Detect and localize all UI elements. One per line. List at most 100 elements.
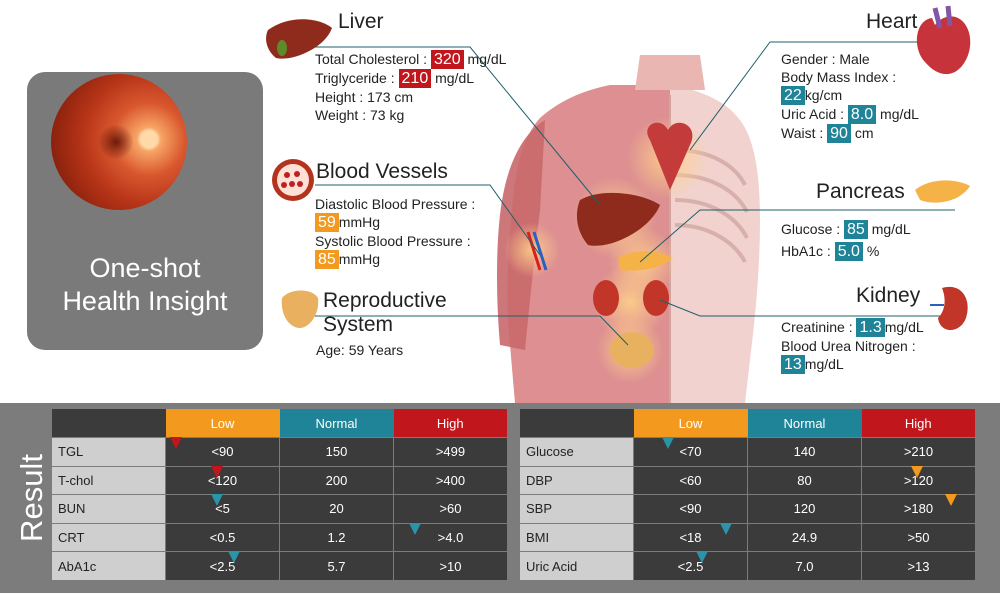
range-marker [170, 437, 183, 449]
range-marker [911, 465, 924, 478]
heart-info: Gender : Male Body Mass Index : 22 kg/cm … [781, 50, 919, 143]
creatinine-unit: mg/dL [884, 319, 924, 335]
normal-value: 7.0 [747, 551, 862, 581]
gender-text: Gender : Male [781, 51, 870, 67]
pancreas-info: Glucose : 85 mg/dL HbA1c : 5.0 % [781, 218, 911, 262]
low-range: <18 [633, 522, 748, 553]
normal-value: 20 [279, 494, 394, 524]
range-marker [661, 437, 674, 449]
result-label-text: Result [14, 454, 49, 542]
kidney-info: Creatinine : 1.3 mg/dL Blood Urea Nitroge… [781, 318, 924, 374]
high-range: >60 [393, 494, 507, 524]
normal-value: 150 [279, 437, 394, 467]
result-table-right: Low Normal High Glucose <70 140 >210 DBP <60 8… [520, 409, 975, 581]
weight-text: Weight : 73 kg [315, 107, 405, 123]
table-row: Uric Acid <2.5 7.0 >13 [520, 551, 975, 581]
normal-value: 80 [747, 466, 862, 496]
bun-label: Blood Urea Nitrogen : [781, 338, 916, 354]
cholesterol-label: Total Cholesterol : [315, 51, 428, 67]
header-blank [52, 409, 166, 438]
uric-label: Uric Acid : [781, 106, 845, 122]
normal-value: 140 [747, 437, 862, 467]
metric-name: AbA1c [52, 551, 166, 581]
low-range: <70 [633, 437, 748, 467]
reproductive-title: Reproductive System [323, 289, 447, 337]
reproductive-title-line2: System [323, 313, 394, 336]
metric-name: BMI [520, 523, 634, 553]
bmi-label: Body Mass Index : [781, 69, 897, 85]
bun-unit: mg/dL [804, 356, 844, 372]
normal-value: 5.7 [279, 551, 394, 581]
high-range: >210 [861, 437, 975, 467]
metric-name: CRT [52, 523, 166, 553]
low-range: <2.5 [165, 551, 280, 581]
bun-value: 13 [781, 355, 805, 374]
table-row: TGL <90 150 >499 [52, 437, 507, 467]
high-range: >120 [861, 465, 975, 496]
metric-name: Glucose [520, 437, 634, 467]
cholesterol-unit: mg/dL [467, 51, 507, 67]
metric-name: Uric Acid [520, 551, 634, 581]
low-range: <120 [165, 465, 280, 496]
high-range: >400 [393, 466, 507, 496]
high-range: >13 [861, 551, 975, 581]
bmi-value: 22 [781, 86, 805, 105]
blood-vessels-info: Diastolic Blood Pressure : 59 mmHg Systol… [315, 195, 475, 269]
table-row: AbA1c <2.5 5.7 >10 [52, 551, 507, 581]
insight-title-line2: Health Insight [62, 286, 228, 316]
table-row: SBP <90 120 >180 [520, 494, 975, 524]
hba1c-value: 5.0 [834, 242, 863, 261]
metric-name: TGL [52, 437, 166, 467]
low-range: <0.5 [165, 523, 280, 553]
high-range: >10 [393, 551, 507, 581]
triglyceride-value: 210 [398, 69, 432, 88]
cholesterol-value: 320 [430, 50, 464, 69]
table-row: Glucose <70 140 >210 [520, 437, 975, 467]
header-high: High [861, 409, 975, 438]
systolic-value: 85 [315, 250, 339, 269]
table-row: DBP <60 80 >120 [520, 465, 975, 496]
triglyceride-unit: mg/dL [435, 70, 475, 86]
header-normal: Normal [747, 409, 862, 438]
high-range: >4.0 [393, 522, 507, 553]
hba1c-label: HbA1c : [781, 243, 831, 259]
diastolic-value: 59 [315, 213, 339, 232]
glucose-unit: mg/dL [871, 221, 911, 237]
uric-value: 8.0 [847, 105, 877, 124]
triglyceride-label: Triglyceride : [315, 70, 395, 86]
normal-value: 120 [747, 494, 862, 524]
metric-name: SBP [520, 494, 634, 524]
bmi-unit: kg/cm [804, 87, 843, 103]
insight-title-line1: One-shot [89, 253, 201, 283]
glucose-value: 85 [844, 220, 868, 239]
table-row: BUN <5 20 >60 [52, 494, 507, 524]
kidney-title: Kidney [856, 284, 921, 307]
range-marker [409, 522, 422, 535]
range-marker [695, 551, 708, 564]
systolic-unit: mmHg [338, 251, 381, 267]
blood-vessels-title: Blood Vessels [316, 160, 448, 183]
insight-title: One-shot Health Insight [27, 252, 263, 318]
range-marker [210, 465, 223, 478]
diastolic-label: Diastolic Blood Pressure : [315, 196, 476, 212]
header-blank [520, 409, 634, 438]
liver-title: Liver [338, 10, 384, 33]
table-row: BMI <18 24.9 >50 [520, 522, 975, 553]
diastolic-unit: mmHg [338, 214, 381, 230]
header-normal: Normal [279, 409, 394, 438]
normal-value: 24.9 [747, 523, 862, 553]
result-table-left: Low Normal High TGL <90 150 >499 T-chol <120 2… [52, 409, 507, 581]
hba1c-unit: % [866, 243, 880, 259]
high-range: >499 [393, 437, 507, 467]
low-range: <90 [165, 437, 280, 467]
high-range: >180 [861, 494, 975, 524]
metric-name: BUN [52, 494, 166, 524]
normal-value: 200 [279, 466, 394, 496]
heart-title: Heart [866, 10, 918, 33]
creatinine-value: 1.3 [856, 318, 885, 337]
systolic-label: Systolic Blood Pressure : [315, 233, 471, 249]
low-range: <5 [165, 494, 280, 524]
metric-name: T-chol [52, 466, 166, 496]
glucose-label: Glucose : [781, 221, 841, 237]
liver-info: Total Cholesterol : 320 mg/dL Triglyceri… [315, 50, 506, 124]
